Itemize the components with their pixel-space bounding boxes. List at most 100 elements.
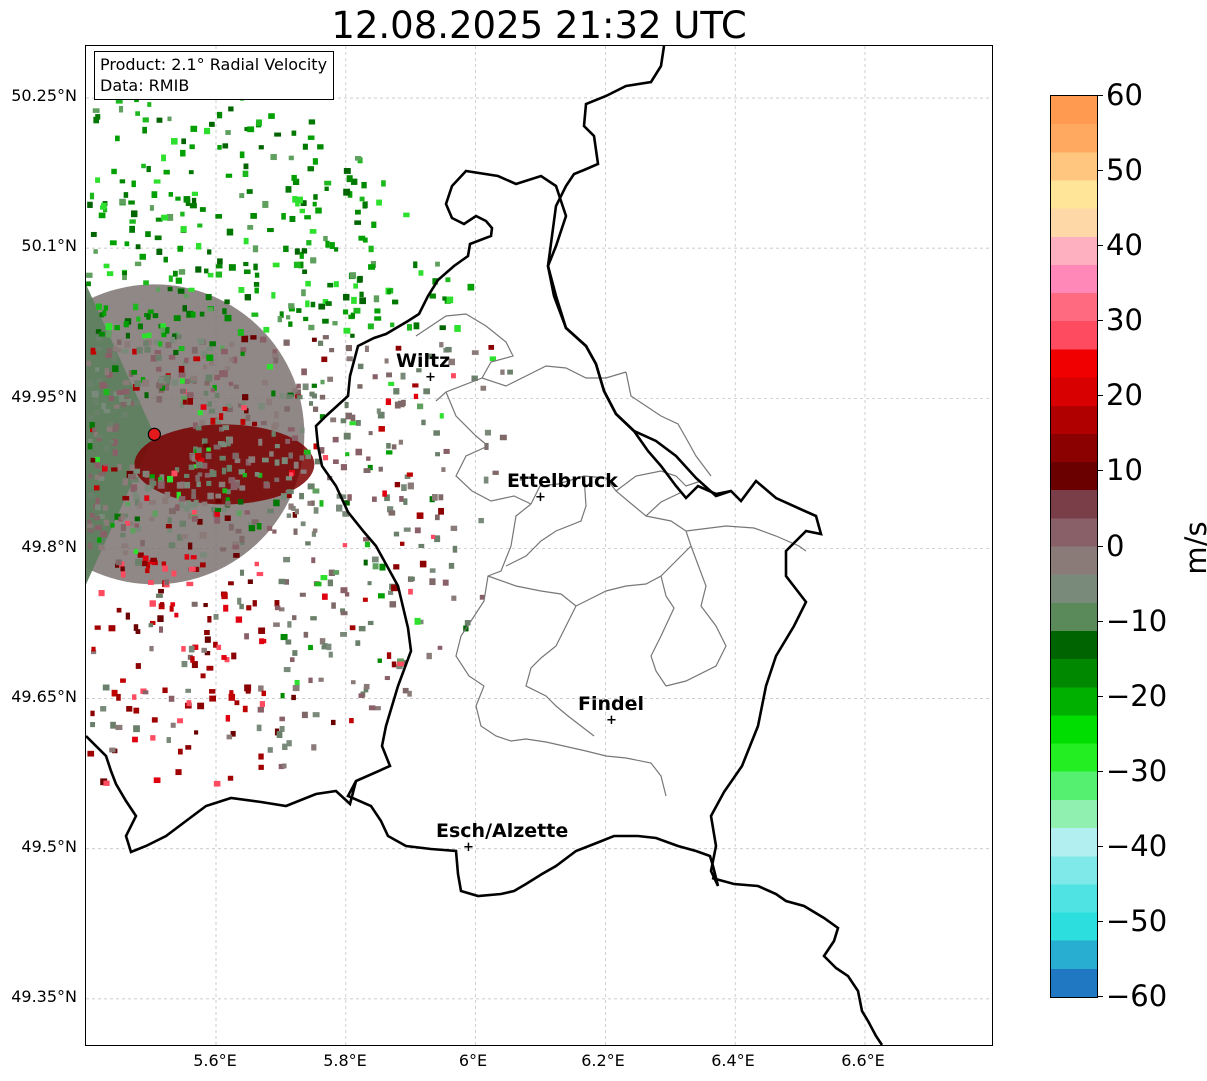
echo-pixel <box>222 143 229 149</box>
echo-pixel <box>257 706 264 713</box>
echo-pixel <box>256 724 262 732</box>
echo-pixel <box>318 303 326 310</box>
echo-pixel <box>221 592 228 600</box>
echo-pixel <box>100 530 107 538</box>
colorbar-tick-mark <box>1097 470 1103 472</box>
echo-pixel <box>197 702 205 710</box>
lat-label: 49.5°N <box>21 837 77 856</box>
echo-pixel <box>426 652 432 660</box>
echo-pixel <box>445 346 452 353</box>
echo-pixel <box>150 355 157 362</box>
echo-pixel <box>180 211 185 217</box>
echo-pixel <box>102 310 107 317</box>
echo-pixel <box>156 287 161 292</box>
echo-pixel <box>355 156 362 161</box>
echo-pixel <box>377 658 382 663</box>
echo-pixel <box>374 308 381 314</box>
echo-pixel <box>155 366 162 372</box>
echo-pixel <box>366 456 371 461</box>
echo-pixel <box>312 528 318 533</box>
echo-pixel <box>178 502 184 509</box>
echo-pixel <box>217 145 222 150</box>
echo-pixel <box>355 640 361 646</box>
echo-pixel <box>302 269 308 274</box>
echo-pixel <box>94 474 100 480</box>
echo-pixel <box>446 296 454 304</box>
city-marker-icon: + <box>535 490 546 505</box>
echo-pixel <box>210 417 218 425</box>
echo-pixel <box>127 473 135 479</box>
echo-pixel <box>165 327 170 334</box>
echo-pixel <box>216 644 222 651</box>
echo-pixel <box>256 119 262 126</box>
radar-echoes <box>86 90 526 787</box>
echo-pixel <box>368 245 374 253</box>
echo-pixel <box>206 346 214 352</box>
echo-pixel <box>299 251 304 259</box>
echo-pixel <box>180 534 188 539</box>
echo-pixel <box>149 645 154 652</box>
echo-pixel <box>307 483 315 490</box>
echo-pixel <box>202 352 208 359</box>
echo-pixel <box>413 261 418 269</box>
echo-pixel <box>311 744 317 751</box>
echo-pixel <box>183 481 191 489</box>
echo-pixel <box>310 500 315 506</box>
echo-pixel <box>507 369 513 375</box>
echo-pixel <box>240 418 246 425</box>
echo-pixel <box>214 392 220 398</box>
echo-pixel <box>158 376 164 384</box>
echo-pixel <box>340 464 348 471</box>
echo-pixel <box>292 650 298 656</box>
echo-pixel <box>278 763 285 770</box>
echo-pixel <box>134 261 142 267</box>
echo-pixel <box>371 221 377 228</box>
echo-pixel <box>301 368 307 376</box>
echo-pixel <box>299 492 305 500</box>
echo-pixel <box>91 390 99 398</box>
echo-pixel <box>181 646 186 652</box>
echo-pixel <box>320 574 328 581</box>
map-title: 12.08.2025 21:32 UTC <box>331 4 747 47</box>
echo-pixel <box>333 570 340 575</box>
echo-pixel <box>339 494 347 499</box>
colorbar-tick-mark <box>1097 170 1103 172</box>
echo-pixel <box>169 508 176 515</box>
echo-pixel <box>362 597 368 602</box>
echo-pixel <box>142 690 149 695</box>
echo-pixel <box>119 179 126 184</box>
echo-pixel <box>245 414 251 421</box>
echo-pixel <box>115 135 120 142</box>
echo-pixel <box>110 523 115 528</box>
echo-pixel <box>393 531 400 537</box>
echo-pixel <box>132 694 137 700</box>
echo-pixel <box>186 500 191 506</box>
echo-pixel <box>126 706 133 712</box>
echo-pixel <box>242 394 249 401</box>
echo-pixel <box>357 384 363 389</box>
echo-pixel <box>137 552 144 558</box>
echo-pixel <box>199 531 207 539</box>
echo-pixel <box>396 664 403 670</box>
radar-map[interactable] <box>85 45 993 1046</box>
echo-pixel <box>372 563 379 570</box>
echo-pixel <box>292 178 300 185</box>
echo-pixel <box>144 472 149 478</box>
echo-pixel <box>197 338 205 345</box>
echo-pixel <box>252 421 258 427</box>
echo-pixel <box>165 523 172 529</box>
echo-pixel <box>145 231 151 238</box>
echo-pixel <box>99 514 105 520</box>
echo-pixel <box>272 349 278 354</box>
echo-pixel <box>204 629 210 636</box>
echo-pixel <box>103 519 110 526</box>
echo-pixel <box>429 568 436 573</box>
echo-pixel <box>156 117 163 123</box>
echo-pixel <box>247 224 254 230</box>
echo-pixel <box>292 615 297 621</box>
echo-pixel <box>87 438 93 444</box>
echo-pixel <box>89 192 95 200</box>
echo-pixel <box>161 561 166 567</box>
echo-pixel <box>105 323 113 331</box>
echo-pixel <box>357 363 364 370</box>
